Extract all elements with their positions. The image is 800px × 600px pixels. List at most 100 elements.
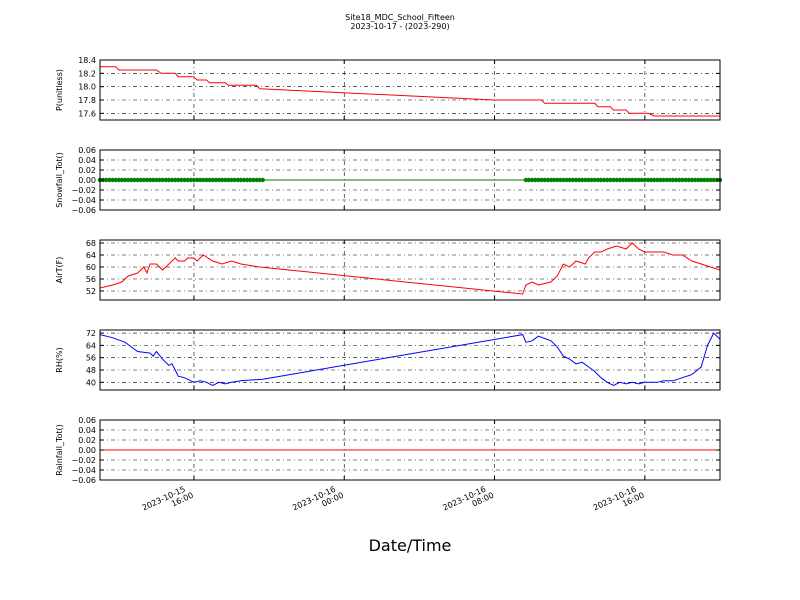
y-axis-label: Snowfall_Tot() bbox=[55, 152, 64, 208]
data-point bbox=[611, 177, 616, 183]
data-point bbox=[191, 177, 197, 183]
data-point bbox=[526, 177, 532, 183]
data-point bbox=[523, 177, 529, 183]
y-tick-label: 64 bbox=[86, 251, 96, 260]
data-point bbox=[648, 177, 654, 183]
data-point bbox=[126, 177, 131, 183]
data-point bbox=[680, 177, 685, 183]
y-tick-label: −0.06 bbox=[71, 206, 96, 215]
plot-frame bbox=[99, 329, 721, 391]
data-point bbox=[194, 177, 200, 183]
data-point bbox=[182, 177, 187, 183]
data-point bbox=[633, 177, 638, 183]
data-point bbox=[595, 177, 601, 183]
y-tick-label: 0.04 bbox=[78, 156, 96, 165]
data-point bbox=[132, 177, 137, 183]
panel-3: 68 64 60 56 52 AirT(F) bbox=[55, 239, 721, 301]
data-point bbox=[605, 177, 610, 183]
data-point bbox=[122, 177, 128, 183]
y-axis-label: RH(%) bbox=[55, 347, 64, 372]
data-point bbox=[567, 177, 572, 183]
data-point bbox=[623, 177, 629, 183]
data-point bbox=[238, 177, 244, 183]
series-line bbox=[100, 242, 720, 295]
data-point bbox=[251, 177, 256, 183]
data-point bbox=[254, 177, 259, 183]
data-point bbox=[573, 177, 579, 183]
data-point bbox=[113, 177, 118, 183]
data-point bbox=[539, 177, 544, 183]
y-tick-label: −0.06 bbox=[71, 476, 96, 485]
y-axis-label: AirT(F) bbox=[55, 257, 64, 284]
y-tick-label: 64 bbox=[86, 341, 96, 350]
data-point bbox=[586, 177, 591, 183]
data-point bbox=[570, 177, 575, 183]
data-point bbox=[695, 177, 701, 183]
data-point bbox=[658, 177, 663, 183]
data-point bbox=[608, 177, 613, 183]
data-point bbox=[705, 177, 710, 183]
data-point bbox=[176, 177, 181, 183]
data-point bbox=[620, 177, 626, 183]
data-point bbox=[141, 177, 146, 183]
data-point bbox=[166, 177, 172, 183]
data-point bbox=[135, 177, 140, 183]
data-point bbox=[179, 177, 184, 183]
data-point bbox=[636, 177, 641, 183]
data-point bbox=[711, 177, 716, 183]
data-point bbox=[630, 177, 635, 183]
data-point bbox=[652, 177, 657, 183]
data-point bbox=[185, 177, 190, 183]
y-tick-label: −0.02 bbox=[71, 456, 96, 465]
data-point bbox=[601, 177, 607, 183]
data-point bbox=[645, 177, 651, 183]
data-point bbox=[627, 177, 632, 183]
data-point bbox=[226, 177, 231, 183]
data-point bbox=[542, 177, 547, 183]
x-axis-label: Date/Time bbox=[369, 536, 452, 555]
data-point bbox=[216, 177, 222, 183]
data-point bbox=[655, 177, 660, 183]
data-point bbox=[692, 177, 698, 183]
data-point bbox=[548, 177, 554, 183]
data-point bbox=[551, 177, 557, 183]
data-point bbox=[529, 177, 535, 183]
series-line bbox=[100, 332, 720, 386]
data-point bbox=[232, 177, 237, 183]
panels: 18.418.218.017.817.6P(unitless)0.060.040… bbox=[55, 56, 723, 513]
data-point bbox=[699, 177, 704, 183]
data-point bbox=[163, 177, 168, 183]
data-point bbox=[555, 177, 560, 183]
data-point bbox=[151, 177, 156, 183]
y-tick-label: 0.00 bbox=[78, 446, 96, 455]
data-point bbox=[173, 177, 178, 183]
chart-title: Site18_MDC_School_Fifteen bbox=[345, 13, 455, 22]
data-point bbox=[677, 177, 682, 183]
data-point bbox=[147, 177, 153, 183]
y-tick-label: 0.04 bbox=[78, 426, 96, 435]
data-point bbox=[545, 177, 550, 183]
data-point bbox=[580, 177, 585, 183]
y-tick-label: −0.04 bbox=[71, 466, 96, 475]
data-point bbox=[157, 177, 162, 183]
y-tick-label: 48 bbox=[86, 366, 96, 375]
y-tick-label: 17.8 bbox=[78, 96, 96, 105]
data-point bbox=[564, 177, 569, 183]
data-point bbox=[683, 177, 688, 183]
data-point bbox=[661, 177, 666, 183]
data-point bbox=[207, 177, 212, 183]
data-point bbox=[558, 177, 563, 183]
data-point bbox=[617, 177, 622, 183]
data-point bbox=[169, 177, 175, 183]
y-tick-label: 56 bbox=[86, 275, 96, 284]
panel-1: 18.4 18.2 18.0 17.8 17.6 P(unitless) bbox=[55, 56, 721, 121]
y-axis-label: Rainfall_Tot() bbox=[55, 424, 64, 476]
data-point bbox=[223, 177, 228, 183]
data-point bbox=[219, 177, 225, 183]
y-tick-label: −0.04 bbox=[71, 196, 96, 205]
data-point bbox=[229, 177, 234, 183]
data-point bbox=[248, 177, 253, 183]
y-tick-label: 68 bbox=[86, 239, 96, 248]
